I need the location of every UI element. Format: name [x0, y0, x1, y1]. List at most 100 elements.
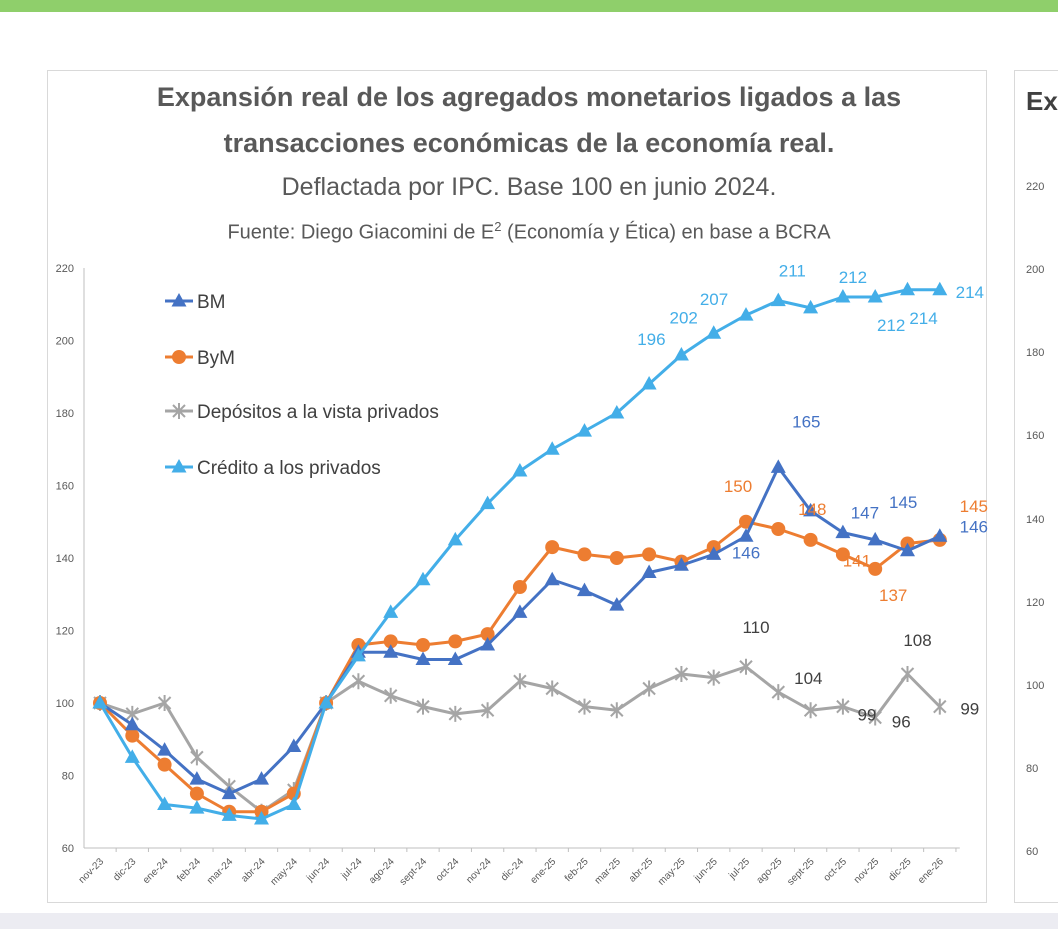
data-point [254, 771, 269, 785]
data-point [867, 531, 883, 546]
data-label: 165 [792, 412, 820, 431]
bottom-bar [0, 913, 1058, 929]
x-tick-label: sept-25 [785, 856, 817, 888]
data-point [447, 531, 463, 546]
data-point [416, 638, 430, 652]
data-point [900, 542, 915, 557]
x-tick-label: mar-25 [593, 856, 623, 886]
data-point [383, 604, 399, 618]
data-point [739, 514, 753, 529]
x-tick-label: may-24 [269, 856, 301, 888]
data-label: 150 [724, 477, 752, 496]
x-tick-label: may-25 [656, 856, 688, 888]
data-point [124, 749, 140, 763]
data-point [932, 528, 948, 542]
data-point [577, 698, 592, 715]
x-tick-label: nov-25 [852, 856, 882, 886]
chart-title-line1: Expansión real de los agregados monetari… [156, 82, 902, 112]
data-point [480, 702, 495, 719]
y-tick-label: 80 [62, 771, 74, 783]
x-tick-label: oct-25 [822, 856, 850, 884]
x-tick-label: abr-25 [627, 856, 656, 885]
x-tick-label: ene-26 [916, 856, 946, 886]
y-tick-label: 180 [56, 408, 74, 420]
data-label: 137 [879, 586, 907, 605]
data-label: 108 [903, 631, 931, 650]
data-point [545, 540, 560, 555]
data-label: 145 [960, 497, 988, 516]
x-tick-label: jun-25 [692, 856, 720, 884]
data-point [125, 728, 140, 743]
data-point [124, 716, 140, 731]
data-point [189, 786, 204, 801]
second-chart-y-tick: 220 [1026, 181, 1045, 193]
data-label: 147 [851, 504, 879, 523]
second-chart-y-tick: 100 [1026, 679, 1045, 692]
data-label: 110 [742, 618, 769, 637]
data-point [480, 637, 496, 651]
data-point [416, 698, 430, 715]
data-point [641, 564, 657, 578]
data-point [642, 547, 657, 562]
data-point [706, 669, 721, 686]
data-point [480, 495, 496, 510]
data-point [900, 666, 915, 682]
data-label: 214 [909, 309, 937, 328]
data-point [190, 749, 204, 766]
data-point [641, 376, 657, 390]
chart-subtitle: Deflactada por IPC. Base 100 en junio 20… [281, 173, 777, 201]
y-tick-label: 200 [56, 336, 74, 348]
data-point [157, 742, 173, 756]
data-point [803, 702, 818, 719]
legend-label: Depósitos a la vista privados [197, 402, 439, 423]
data-label: 211 [779, 262, 806, 281]
data-point [803, 532, 818, 547]
second-chart-y-tick: 160 [1026, 430, 1045, 443]
data-point [868, 561, 883, 576]
y-tick-label: 160 [56, 481, 74, 493]
data-point [674, 666, 689, 682]
second-chart-y-tick: 180 [1026, 347, 1045, 360]
data-point [642, 680, 656, 697]
x-tick-label: jul-25 [726, 856, 752, 882]
legend-label: BM [197, 292, 226, 313]
data-point [383, 644, 399, 658]
data-point [738, 528, 754, 542]
data-point [350, 647, 366, 662]
x-tick-label: dic-24 [499, 856, 526, 883]
data-label: 146 [960, 517, 988, 536]
x-tick-label: dic-23 [111, 856, 138, 883]
data-point [609, 597, 625, 611]
data-point [577, 582, 592, 597]
data-point [933, 698, 947, 715]
data-point [286, 796, 302, 810]
data-point [738, 307, 754, 321]
data-point [415, 651, 431, 665]
data-point [835, 547, 850, 562]
data-label: 146 [732, 543, 760, 562]
second-chart-y-tick: 60 [1026, 846, 1039, 858]
data-label: 196 [637, 330, 665, 349]
data-point [448, 705, 463, 722]
data-point [739, 658, 753, 675]
data-point [803, 502, 819, 517]
y-tick-label: 220 [56, 263, 74, 275]
second-chart-y-tick: 80 [1026, 762, 1039, 775]
x-tick-label: ene-24 [141, 856, 171, 886]
legend-marker [171, 293, 187, 307]
data-point [221, 785, 237, 800]
data-point [771, 684, 786, 701]
x-tick-label: dic-25 [887, 856, 914, 883]
chart-title-line2: transacciones económicas de la economía … [223, 128, 835, 158]
second-chart-y-tick: 140 [1026, 513, 1045, 526]
data-label: 202 [670, 308, 698, 327]
x-tick-label: ene-25 [529, 856, 559, 886]
data-label: 96 [892, 713, 911, 732]
data-point [770, 292, 786, 307]
x-tick-label: sept-24 [398, 856, 430, 888]
x-tick-label: feb-24 [175, 856, 203, 884]
data-point [383, 634, 398, 649]
data-point [868, 709, 882, 726]
data-point [835, 524, 851, 539]
second-chart-y-tick: 120 [1026, 596, 1045, 609]
